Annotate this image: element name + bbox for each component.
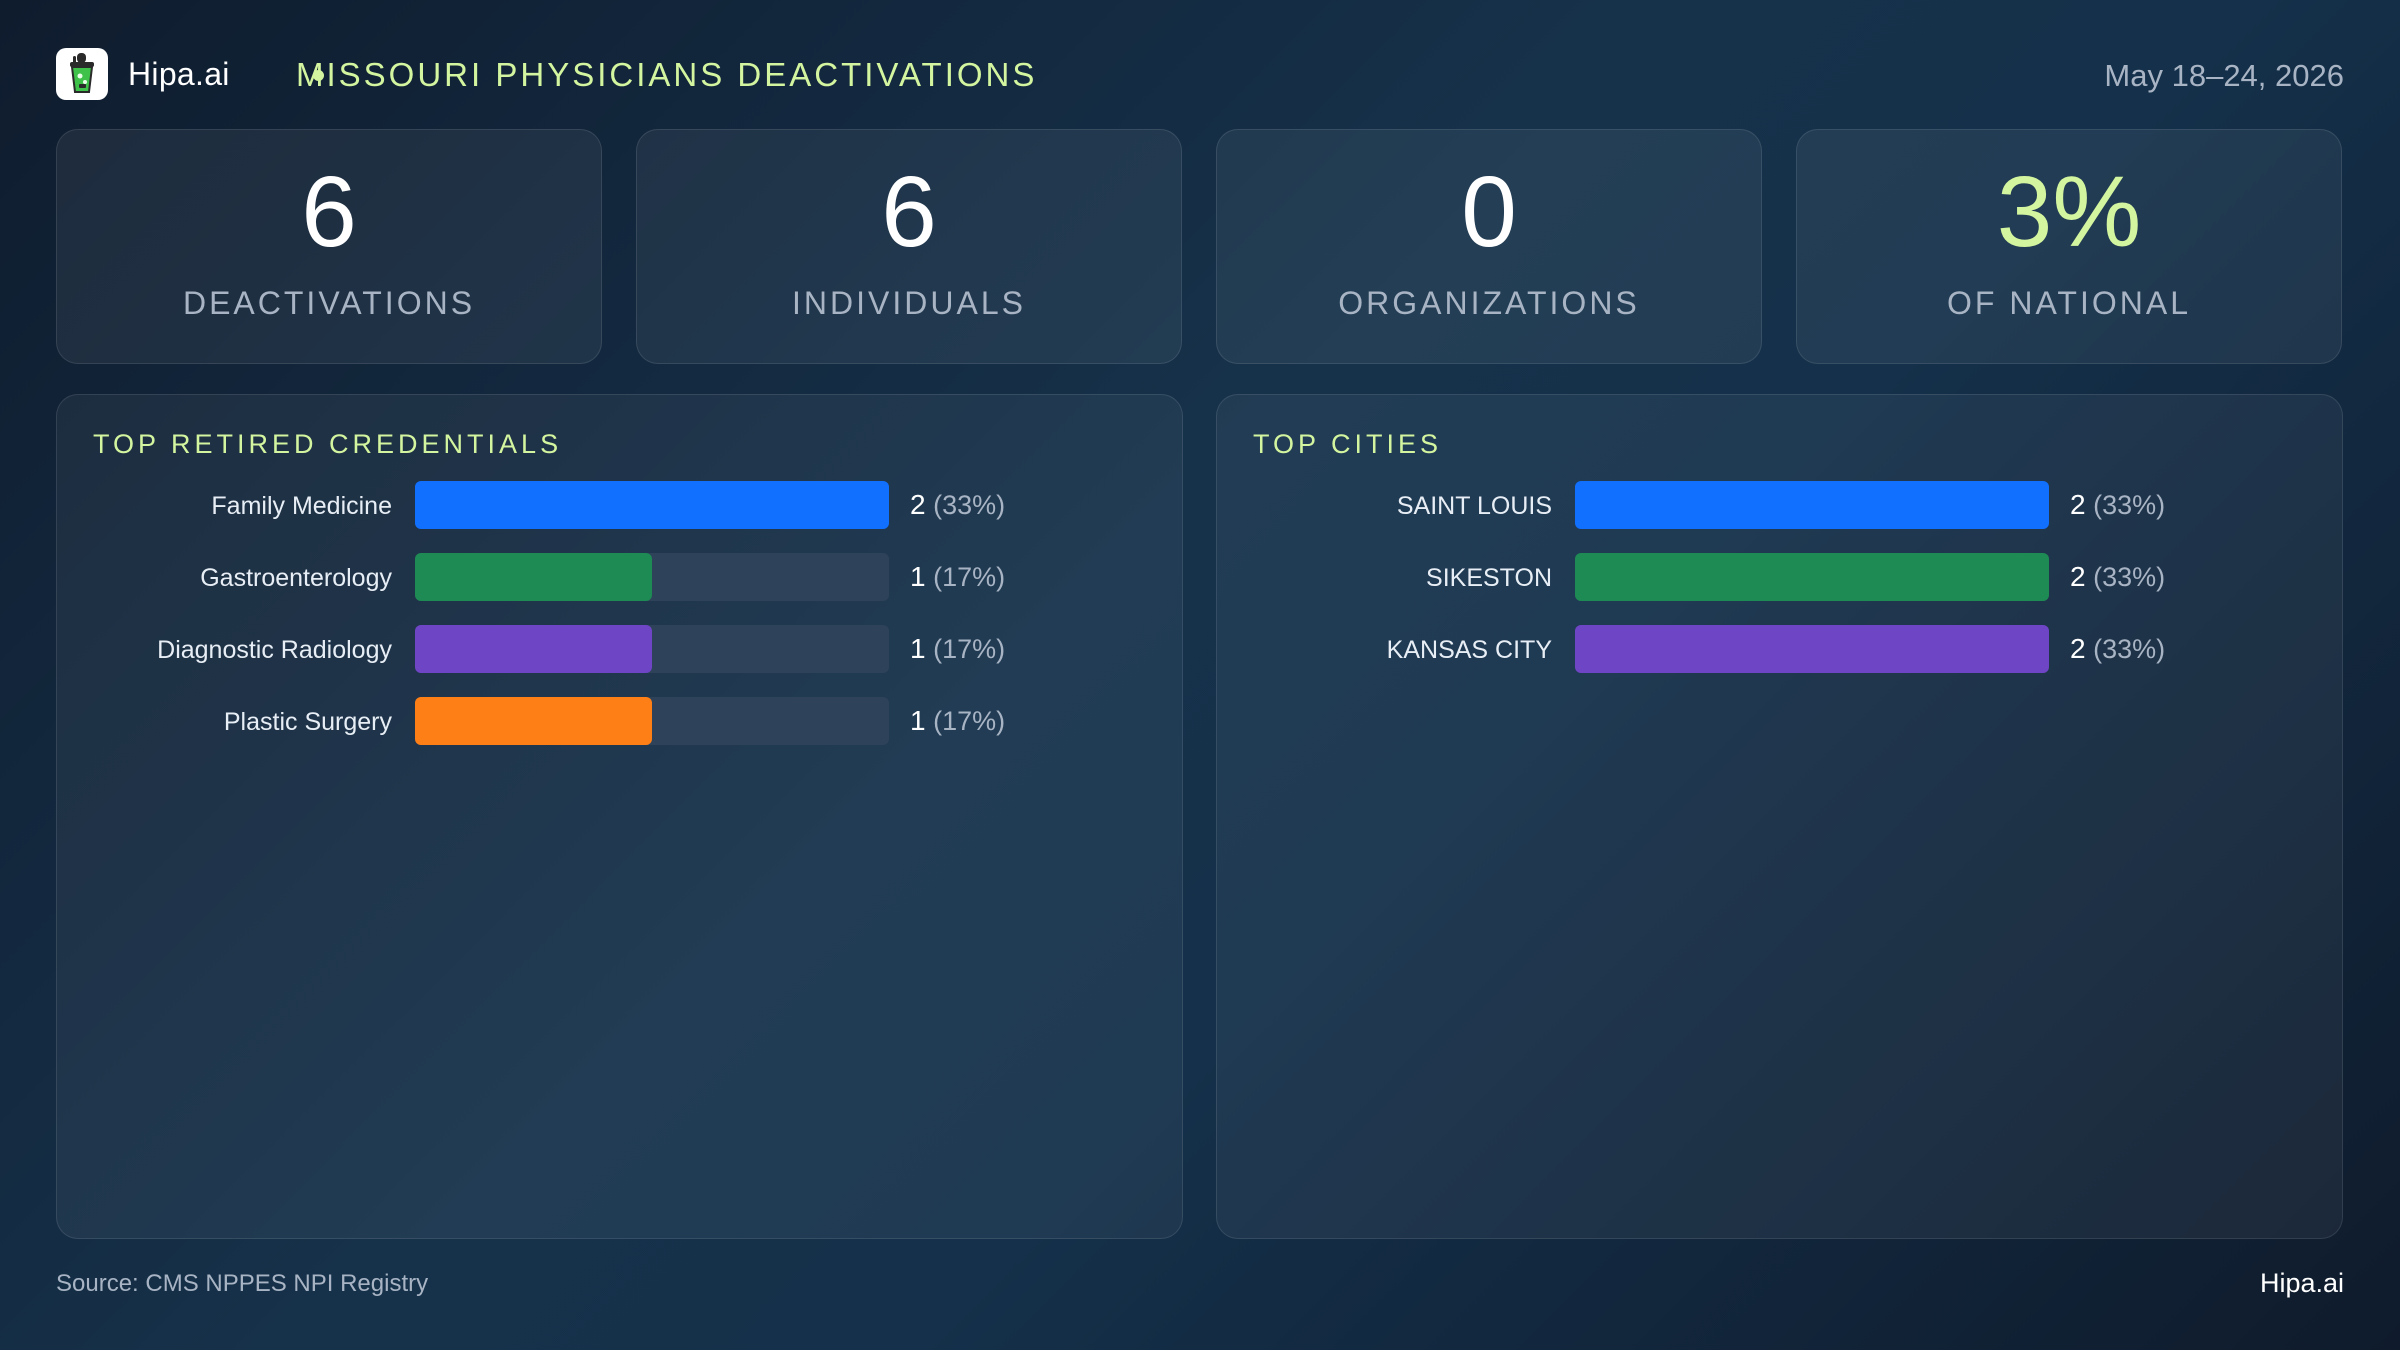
header: Hipa.ai MISSOURI PHYSICIANS DEACTIVATION… <box>56 46 2344 102</box>
bar <box>415 481 889 529</box>
bar <box>1575 553 2049 601</box>
cities-bar-chart: SAINT LOUIS 2 (33%) SIKESTON 2 (33%) KANSAS … <box>1387 481 2165 673</box>
brand-name: Hipa.ai <box>128 56 230 92</box>
bar-value-label: 2 (33%) <box>2070 633 2165 664</box>
bar-value-label: 2 (33%) <box>2070 489 2165 520</box>
panel-title: TOP CITIES <box>1253 429 1443 459</box>
bar-category-label: Gastroenterology <box>200 564 392 592</box>
bar <box>415 625 652 673</box>
kpi-value: 0 <box>1461 156 1517 268</box>
source-note: Source: CMS NPPES NPI Registry <box>56 1270 429 1297</box>
kpi-card-individuals: 6 INDIVIDUALS <box>636 129 1182 364</box>
cup-icon <box>70 53 94 93</box>
bar-category-label: Plastic Surgery <box>224 708 393 736</box>
kpi-label: OF NATIONAL <box>1947 285 2191 321</box>
kpi-value: 6 <box>301 156 357 268</box>
kpi-value: 3% <box>1996 156 2142 268</box>
bar-value-label: 2 (33%) <box>910 489 1005 520</box>
bar-category-label: SIKESTON <box>1426 564 1552 592</box>
kpi-value: 6 <box>881 156 937 268</box>
kpi-card-deactivations: 6 DEACTIVATIONS <box>56 129 602 364</box>
kpi-label: DEACTIVATIONS <box>182 285 476 321</box>
kpi-card-national-share: 3% OF NATIONAL <box>1796 129 2342 364</box>
kpi-label: INDIVIDUALS <box>792 285 1026 321</box>
panel-title: TOP RETIRED CREDENTIALS <box>93 429 563 459</box>
kpi-card-organizations: 0 ORGANIZATIONS <box>1216 129 1762 364</box>
app-logo <box>56 48 108 100</box>
bar-value-label: 1 (17%) <box>910 705 1005 736</box>
bar-category-label: KANSAS CITY <box>1387 636 1553 664</box>
bar-category-label: Diagnostic Radiology <box>157 636 392 664</box>
bar <box>415 697 652 745</box>
footer-brand: Hipa.ai <box>2259 1268 2344 1298</box>
separator-dot <box>313 70 324 81</box>
bar-value-label: 2 (33%) <box>2070 561 2165 592</box>
bar <box>1575 481 2049 529</box>
cities-panel: TOP CITIES SAINT LOUIS 2 (33%) SIKESTON 2 (… <box>1216 394 2343 1239</box>
date-range: May 18–24, 2026 <box>2104 58 2344 93</box>
bar <box>1575 625 2049 673</box>
bar-value-label: 1 (17%) <box>910 561 1005 592</box>
bar-category-label: SAINT LOUIS <box>1397 492 1552 520</box>
bar <box>415 553 652 601</box>
bar-category-label: Family Medicine <box>211 492 392 520</box>
credentials-bar-chart: Family Medicine 2 (33%) Gastroenterology 1 … <box>157 481 1005 745</box>
credentials-panel: TOP RETIRED CREDENTIALS Family Medicine 2… <box>56 394 1183 1239</box>
bar-value-label: 1 (17%) <box>910 633 1005 664</box>
page-title: MISSOURI PHYSICIANS DEACTIVATIONS <box>296 56 1038 93</box>
kpi-label: ORGANIZATIONS <box>1338 285 1640 321</box>
